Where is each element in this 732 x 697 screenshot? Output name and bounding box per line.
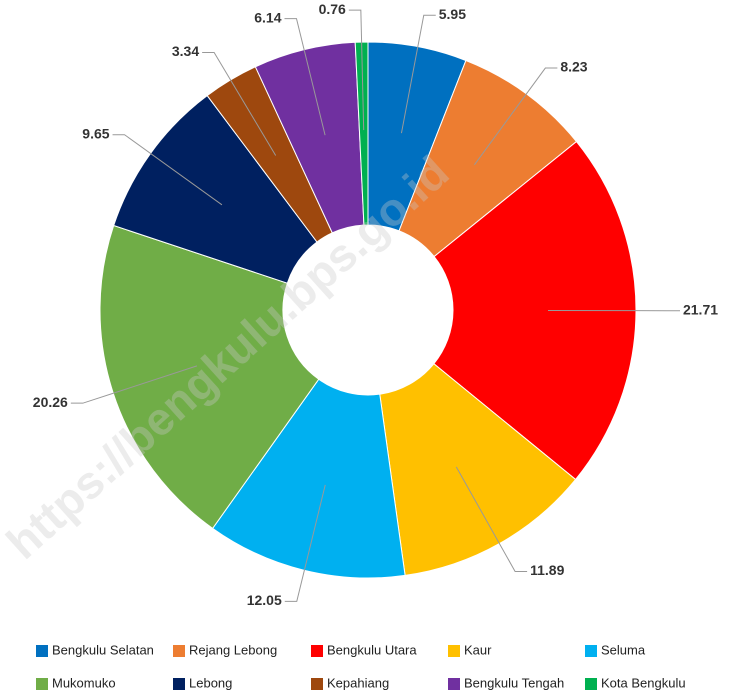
leader-line: [202, 51, 277, 156]
legend-label: Lebong: [189, 675, 232, 690]
leader-line: [284, 484, 326, 602]
legend-swatch: [585, 678, 597, 690]
slice: [398, 59, 578, 258]
slice: [433, 140, 637, 481]
slice: [379, 363, 577, 576]
legend-swatch: [448, 645, 460, 657]
legend-swatch: [173, 645, 185, 657]
leader-line: [284, 18, 326, 136]
data-label: 6.14: [254, 9, 281, 25]
legend-swatch: [173, 678, 185, 690]
slice: [211, 378, 406, 579]
data-label: 3.34: [172, 43, 199, 59]
legend-label: Bengkulu Utara: [327, 642, 417, 657]
data-label: 5.95: [439, 6, 466, 22]
data-label: 20.26: [33, 394, 68, 410]
legend-label: Kota Bengkulu: [601, 675, 686, 690]
data-label: 0.76: [319, 1, 346, 17]
leader-line: [112, 134, 223, 206]
leader-line: [400, 14, 436, 134]
data-label: 21.71: [683, 301, 718, 317]
data-label: 12.05: [247, 592, 282, 608]
legend-swatch: [448, 678, 460, 690]
legend-label: Seluma: [601, 642, 646, 657]
data-label: 8.23: [560, 59, 587, 75]
legend-swatch: [311, 678, 323, 690]
data-label: 11.89: [530, 562, 564, 578]
data-label: 9.65: [82, 125, 109, 141]
legend-swatch: [36, 645, 48, 657]
legend-label: Kepahiang: [327, 675, 389, 690]
legend-label: Kaur: [464, 642, 492, 657]
leader-line: [455, 466, 528, 572]
legend-swatch: [311, 645, 323, 657]
slice: [113, 94, 318, 284]
slice: [354, 41, 369, 226]
legend-swatch: [585, 645, 597, 657]
legend-label: Bengkulu Tengah: [464, 675, 564, 690]
legend-label: Bengkulu Selatan: [52, 642, 154, 657]
legend-label: Mukomuko: [52, 675, 116, 690]
leader-line: [348, 9, 365, 131]
leader-line: [70, 365, 198, 404]
legend-label: Rejang Lebong: [189, 642, 277, 657]
legend-swatch: [36, 678, 48, 690]
slices: [99, 41, 637, 579]
slice: [99, 224, 320, 530]
leader-line: [474, 67, 558, 166]
